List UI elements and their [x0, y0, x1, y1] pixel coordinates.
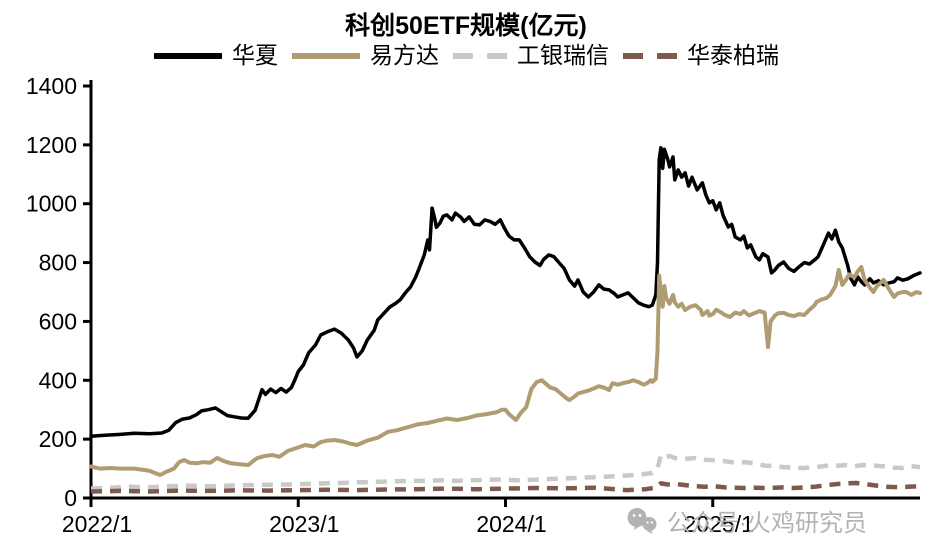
legend-item-huaxia: 华夏: [153, 44, 278, 67]
y-tick-label: 800: [39, 250, 77, 276]
legend-item-efangda: 易方达: [291, 44, 439, 67]
y-tick-label: 1000: [26, 191, 77, 217]
y-tick-label: 400: [39, 367, 77, 393]
x-tick-label: 2022/1: [62, 511, 132, 537]
series-line-1: [89, 265, 922, 477]
legend-dash-swatch: [623, 52, 677, 59]
legend-line-swatch: [154, 52, 222, 59]
legend-item-gongyinruixin: 工银瑞信: [452, 44, 609, 67]
legend-line-swatch: [292, 52, 360, 59]
y-tick-label: 0: [64, 485, 77, 511]
legend-label-gongyinruixin: 工银瑞信: [517, 42, 609, 68]
series-line-2: [90, 452, 921, 491]
legend-dash-swatch: [453, 52, 507, 59]
chart-title: 科创50ETF规模(亿元): [345, 12, 587, 40]
watermark-text: 公众号·火鸡研究员: [667, 510, 867, 537]
y-tick-label: 1200: [26, 132, 77, 158]
legend-label-efangda: 易方达: [370, 42, 439, 68]
series-line-3: [90, 480, 921, 494]
series-line-0: [89, 146, 922, 438]
x-tick-label: 2023/1: [269, 511, 339, 537]
legend-label-huaxia: 华夏: [232, 42, 278, 68]
legend-item-huataibairui: 华泰柏瑞: [622, 44, 779, 67]
wechat-icon: [627, 507, 657, 534]
x-tick-label: 2024/1: [476, 511, 546, 537]
y-tick-label: 200: [39, 426, 77, 452]
watermark: 公众号·火鸡研究员: [626, 503, 867, 538]
x-tick-label: 2025/1: [684, 511, 754, 537]
y-tick-label: 600: [39, 308, 77, 334]
chart-legend: 华夏 易方达 工银瑞信 华泰柏瑞: [0, 44, 932, 67]
legend-label-huataibairui: 华泰柏瑞: [687, 42, 779, 68]
y-tick-label: 1400: [26, 73, 77, 99]
